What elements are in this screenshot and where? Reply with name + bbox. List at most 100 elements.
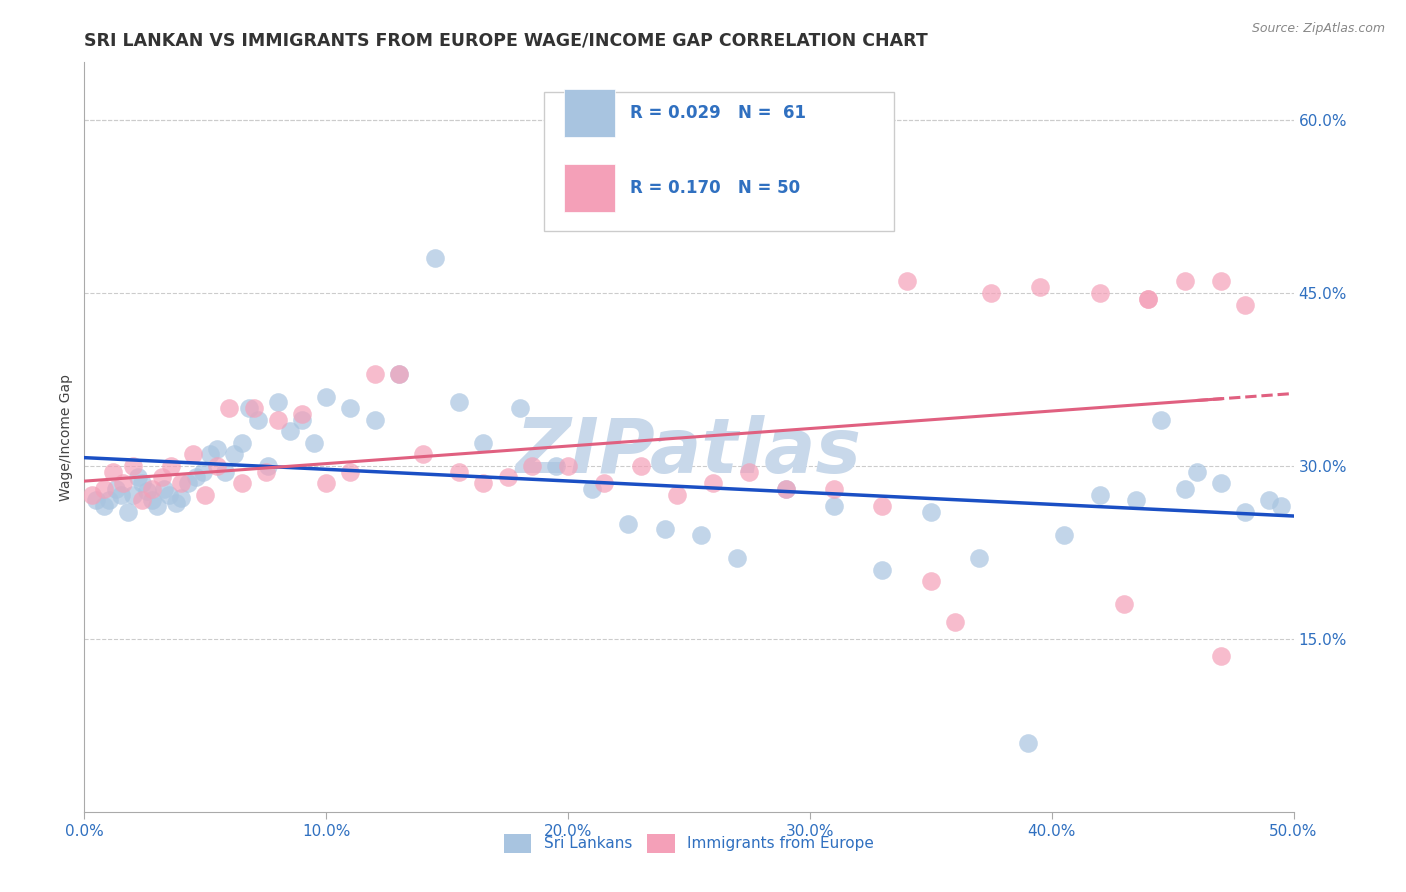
Point bbox=[738, 465, 761, 479]
Point bbox=[980, 285, 1002, 300]
Point bbox=[725, 551, 748, 566]
Point bbox=[1209, 476, 1232, 491]
Point bbox=[86, 493, 108, 508]
Point bbox=[170, 491, 193, 505]
Point bbox=[1137, 292, 1160, 306]
Point bbox=[1088, 285, 1111, 300]
Point bbox=[267, 413, 290, 427]
Point bbox=[1234, 505, 1257, 519]
Point bbox=[104, 482, 127, 496]
Point bbox=[194, 488, 217, 502]
Point bbox=[920, 574, 942, 589]
Point bbox=[315, 476, 337, 491]
Point bbox=[775, 482, 797, 496]
Point bbox=[449, 465, 471, 479]
Text: ZIPatlas: ZIPatlas bbox=[516, 415, 862, 489]
Point bbox=[896, 275, 918, 289]
FancyBboxPatch shape bbox=[564, 163, 616, 212]
Point bbox=[1017, 735, 1039, 749]
Point bbox=[1174, 482, 1197, 496]
Point bbox=[363, 367, 385, 381]
Point bbox=[157, 488, 180, 502]
Point bbox=[207, 442, 229, 456]
Point bbox=[177, 476, 200, 491]
Point bbox=[412, 447, 434, 461]
Point bbox=[181, 447, 204, 461]
Point bbox=[509, 401, 531, 416]
Point bbox=[207, 458, 229, 473]
Point bbox=[238, 401, 260, 416]
Point bbox=[472, 435, 495, 450]
Point bbox=[103, 465, 125, 479]
Point bbox=[214, 465, 236, 479]
Point bbox=[1088, 488, 1111, 502]
Point bbox=[1053, 528, 1076, 542]
Point bbox=[257, 458, 280, 473]
Text: SRI LANKAN VS IMMIGRANTS FROM EUROPE WAGE/INCOME GAP CORRELATION CHART: SRI LANKAN VS IMMIGRANTS FROM EUROPE WAG… bbox=[84, 32, 928, 50]
Point bbox=[472, 476, 495, 491]
Point bbox=[170, 476, 193, 491]
Point bbox=[112, 476, 135, 491]
Point bbox=[131, 493, 153, 508]
Point bbox=[339, 465, 361, 479]
Point bbox=[141, 482, 163, 496]
Point bbox=[1028, 280, 1050, 294]
Point bbox=[1258, 493, 1281, 508]
Point bbox=[218, 401, 240, 416]
Point bbox=[617, 516, 640, 531]
Point bbox=[231, 435, 253, 450]
Point bbox=[702, 476, 724, 491]
Point bbox=[943, 615, 966, 629]
Point bbox=[165, 496, 187, 510]
Y-axis label: Wage/Income Gap: Wage/Income Gap bbox=[59, 374, 73, 500]
Point bbox=[302, 435, 325, 450]
Text: Source: ZipAtlas.com: Source: ZipAtlas.com bbox=[1251, 22, 1385, 36]
Point bbox=[1270, 500, 1292, 514]
Point bbox=[127, 470, 149, 484]
Point bbox=[654, 522, 676, 536]
Point bbox=[97, 493, 120, 508]
Point bbox=[153, 482, 176, 496]
Point bbox=[339, 401, 361, 416]
Point bbox=[1209, 275, 1232, 289]
Point bbox=[93, 482, 115, 496]
Point bbox=[1114, 597, 1136, 611]
Point bbox=[231, 476, 253, 491]
Point bbox=[146, 500, 169, 514]
Legend: Sri Lankans, Immigrants from Europe: Sri Lankans, Immigrants from Europe bbox=[496, 826, 882, 860]
Point bbox=[191, 465, 214, 479]
Point bbox=[449, 395, 471, 409]
Text: R = 0.170   N = 50: R = 0.170 N = 50 bbox=[630, 179, 800, 197]
Point bbox=[291, 413, 314, 427]
Point bbox=[872, 563, 894, 577]
Point bbox=[198, 447, 221, 461]
Point bbox=[117, 505, 139, 519]
Point bbox=[267, 395, 290, 409]
Point bbox=[775, 482, 797, 496]
Text: R = 0.029   N =  61: R = 0.029 N = 61 bbox=[630, 104, 806, 122]
Point bbox=[121, 458, 143, 473]
Point bbox=[593, 476, 616, 491]
Point bbox=[150, 470, 173, 484]
Point bbox=[920, 505, 942, 519]
Point bbox=[690, 528, 713, 542]
Point bbox=[136, 484, 159, 499]
Point bbox=[121, 488, 143, 502]
Point bbox=[363, 413, 385, 427]
Point bbox=[184, 470, 207, 484]
Point bbox=[967, 551, 990, 566]
Point bbox=[1234, 297, 1257, 311]
Point bbox=[315, 390, 337, 404]
Point bbox=[160, 458, 183, 473]
Point bbox=[242, 401, 264, 416]
Point bbox=[423, 252, 446, 266]
Point bbox=[823, 500, 845, 514]
Point bbox=[141, 493, 163, 508]
Point bbox=[388, 367, 411, 381]
Point bbox=[80, 488, 103, 502]
Point bbox=[496, 470, 519, 484]
Point bbox=[291, 407, 314, 421]
Point bbox=[544, 458, 567, 473]
Point bbox=[520, 458, 543, 473]
Point bbox=[131, 476, 153, 491]
